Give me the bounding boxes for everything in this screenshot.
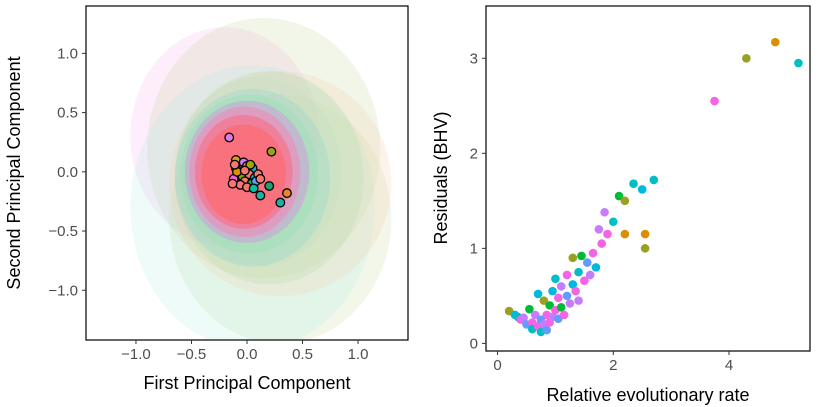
right-point-layer <box>504 37 803 337</box>
scatter-point <box>588 248 598 258</box>
scatter-point <box>710 96 719 106</box>
scatter-point <box>742 53 751 63</box>
scatter-point <box>629 179 638 189</box>
scatter-point <box>239 165 250 176</box>
scatter-point <box>620 196 630 206</box>
scatter-point <box>266 146 277 157</box>
right-x-axis: 0 2 4 <box>493 351 733 374</box>
right-x-tick-label: 4 <box>725 357 733 374</box>
scatter-point <box>245 159 256 170</box>
scatter-point <box>229 159 240 170</box>
right-x-tick-label: 2 <box>609 357 617 374</box>
left-x-axis-title: First Principal Component <box>143 373 350 393</box>
scatter-point <box>614 191 624 201</box>
scatter-point <box>594 225 604 234</box>
scatter-point <box>530 310 540 320</box>
scatter-point <box>600 207 609 217</box>
scatter-point <box>542 325 552 335</box>
scatter-point <box>574 296 583 305</box>
scatter-point <box>559 310 569 320</box>
scatter-point <box>556 302 566 312</box>
scatter-point <box>519 313 528 323</box>
left-x-tick-label: 0.5 <box>292 346 313 363</box>
right-y-tick-label: 3 <box>470 50 478 67</box>
right-plot-frame <box>485 5 811 352</box>
right-y-axis-title: Residuals (BHV) <box>431 111 451 244</box>
left-x-tick-label: 1.0 <box>348 346 369 363</box>
scatter-point <box>255 190 266 201</box>
scatter-point <box>608 217 618 227</box>
scatter-point <box>568 253 578 263</box>
right-y-tick-label: 1 <box>470 240 478 257</box>
scatter-point <box>533 289 543 299</box>
right-x-axis-title: Relative evolutionary rate <box>546 385 749 405</box>
left-y-tick-label: 1.0 <box>57 45 78 62</box>
scatter-point <box>264 181 275 191</box>
left-panel: −1.0 −0.5 0.0 0.5 1.0 −1.0 −0.5 0.0 0.5 1.0 Firs… <box>4 5 409 393</box>
scatter-point <box>603 229 612 239</box>
right-x-tick-label: 0 <box>493 357 501 374</box>
scatter-point <box>620 229 630 239</box>
left-x-tick-label: −1.0 <box>121 346 151 363</box>
scatter-point <box>770 37 780 47</box>
scatter-point <box>551 274 560 284</box>
scatter-point <box>275 197 286 208</box>
left-x-tick-label: 0.0 <box>237 346 258 363</box>
scatter-point <box>582 258 592 267</box>
scatter-point <box>562 291 572 301</box>
left-point-layer <box>224 132 292 208</box>
right-y-tick-label: 2 <box>470 145 478 162</box>
scatter-point <box>554 293 563 303</box>
left-y-axis: −1.0 −0.5 0.0 0.5 1.0 <box>48 45 86 299</box>
scatter-point <box>577 251 586 261</box>
scatter-point <box>794 58 803 68</box>
scatter-point <box>539 296 549 305</box>
left-y-tick-label: 0.0 <box>57 164 78 181</box>
scatter-point <box>248 183 259 194</box>
scatter-point <box>255 173 266 184</box>
scatter-point <box>591 263 601 272</box>
left-y-axis-title: Second Principal Component <box>4 56 24 289</box>
right-y-tick-label: 0 <box>470 335 478 352</box>
scatter-point <box>568 280 578 289</box>
scatter-point <box>525 304 534 314</box>
scatter-point <box>640 244 650 253</box>
scatter-point <box>597 239 607 248</box>
scatter-point <box>580 276 589 285</box>
scatter-point <box>227 178 238 189</box>
scatter-point <box>585 270 595 280</box>
left-y-tick-label: −1.0 <box>48 282 78 299</box>
scatter-point <box>562 270 572 280</box>
scatter-point <box>649 175 659 185</box>
scatter-point <box>571 286 580 296</box>
scatter-point <box>545 301 554 310</box>
left-y-tick-label: −0.5 <box>48 223 78 240</box>
left-y-tick-label: 0.5 <box>57 105 78 122</box>
scatter-point <box>224 132 235 143</box>
scatter-point <box>637 185 647 194</box>
left-x-tick-label: −0.5 <box>177 346 207 363</box>
scatter-point <box>574 267 583 277</box>
left-x-axis: −1.0 −0.5 0.0 0.5 1.0 <box>121 340 368 363</box>
scatter-point <box>565 299 575 308</box>
scatter-point <box>282 188 292 199</box>
scatter-point <box>548 286 557 296</box>
scatter-point <box>556 282 566 291</box>
right-panel: 0 2 4 0 1 2 3 Relative evolutionary rate Resi… <box>431 5 811 405</box>
right-y-axis: 0 1 2 3 <box>470 50 486 352</box>
scatter-point <box>640 229 650 239</box>
